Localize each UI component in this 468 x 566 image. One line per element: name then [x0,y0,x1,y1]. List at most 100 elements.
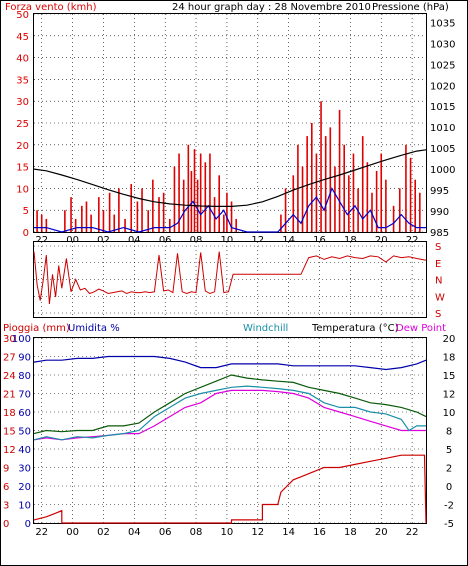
rain-axis-label: Pioggia (mm) [3,323,70,334]
temperature-x-tick-label: 08 [190,527,203,538]
temperature-x-tick-label: 04 [128,527,141,538]
temperature-x-tick-label: 22 [406,527,419,538]
temperature-tick-label: 15 [443,371,456,382]
humidity-tick-label: 100 [12,334,31,345]
pressure-tick-label: 1010 [430,123,455,134]
wind-x-tick-label: 12 [251,235,264,246]
temperature-tick-label: 8 [446,427,452,438]
wind-tick-label: 5 [23,206,29,217]
temperature-tick-label: -5 [444,519,454,530]
direction-tick-label: S [435,242,441,253]
rain-tick-label: 15 [3,427,16,438]
wind-pressure-panel: Forza vento (kmh) 24 hour graph day : 28… [5,2,455,246]
humidity-tick-label: 50 [18,427,31,438]
wind-x-tick-label: 00 [66,235,79,246]
temperature-x-tick-label: 14 [282,527,295,538]
dew-point-line [33,389,426,441]
rain-tick-label: 30 [3,334,16,345]
direction-tick-label: W [435,292,445,303]
temperature-tick-label: 2 [446,464,452,475]
wind-tick-label: 35 [16,75,29,86]
humidity-tick-label: 60 [18,408,31,419]
rain-tick-label: 12 [3,445,16,456]
wind-axis-label: Forza vento (kmh) [5,2,97,13]
wind-y-ticks: 0 5 10 15 20 25 30 35 40 45 50 [16,10,29,239]
pressure-tick-label: 1035 [430,18,455,29]
pressure-axis-label: Pressione (hPa) [372,2,449,13]
humidity-tick-label: 30 [18,464,31,475]
dew-point-legend: Dew Point [396,323,446,334]
rain-tick-label: 21 [3,390,16,401]
wind-tick-label: 50 [16,10,29,21]
humidity-tick-label: 80 [18,371,31,382]
wind-grid [34,13,426,233]
wind-speed-bars [36,101,421,232]
temperature-x-tick-label: 20 [375,527,388,538]
temperature-x-tick-label: 12 [251,527,264,538]
wind-x-tick-label: 06 [159,235,172,246]
pressure-y-ticks: 985 990 995 1000 1005 1010 1015 1020 1025 1030 103… [430,18,455,239]
wind-tick-label: 15 [16,163,29,174]
wind-base-line [34,186,426,233]
wind-tick-label: 10 [16,184,29,195]
rain-tick-label: 27 [3,353,16,364]
wind-x-tick-label: 22 [406,235,419,246]
wind-x-tick-label: 22 [35,235,48,246]
wind-x-tick-label: 16 [313,235,326,246]
humidity-tick-label: 10 [18,501,31,512]
wind-tick-label: 20 [16,141,29,152]
pressure-tick-label: 995 [430,186,449,197]
humidity-tick-label: 90 [18,353,31,364]
temperature-tick-label: 18 [443,353,456,364]
direction-tick-label: S [435,309,441,320]
temperature-tick-label: 10 [443,408,456,419]
temperature-tick-label: 5 [446,445,452,456]
rain-tick-label: 18 [3,408,16,419]
temperature-tick-label: 20 [443,334,456,345]
wind-x-ticks: 22 00 02 04 06 08 10 12 14 16 18 20 22 [35,235,418,246]
pressure-tick-label: 1025 [430,60,455,71]
temperature-x-ticks: 22 00 02 04 06 08 10 12 14 16 18 20 22 [35,527,418,538]
temperature-x-tick-label: 00 [66,527,79,538]
wind-tick-label: 0 [23,228,29,239]
temperature-x-tick-label: 10 [221,527,234,538]
temperature-tick-label: 0 [446,482,452,493]
pressure-tick-label: 985 [430,228,449,239]
humidity-tick-label: 70 [18,390,31,401]
direction-grid [34,242,426,317]
rain-tick-label: 6 [3,482,9,493]
temperature-axis-label: Temperatura (°C) [311,323,399,334]
temperature-x-tick-label: 16 [313,527,326,538]
temperature-x-tick-label: 02 [97,527,110,538]
direction-tick-label: N [435,276,442,287]
rain-tick-label: 0 [3,519,9,530]
wind-x-tick-label: 10 [221,235,234,246]
humidity-tick-label: 40 [18,445,31,456]
wind-direction-line [33,251,427,305]
humidity-y-ticks: 0 10 20 30 40 50 60 70 80 90 100 [12,334,31,530]
rain-y-ticks: 0 3 6 9 12 15 18 21 24 27 30 [3,334,16,530]
humidity-tick-label: 0 [25,519,31,530]
temperature-tick-label: -2 [444,501,454,512]
rain-tick-label: 9 [3,464,9,475]
temperature-x-tick-label: 18 [344,527,357,538]
rain-tick-label: 3 [3,501,9,512]
wind-x-tick-label: 20 [375,235,388,246]
pressure-line [33,149,427,207]
temperature-x-tick-label: 22 [35,527,48,538]
rain-tick-label: 24 [3,371,16,382]
wind-x-tick-label: 14 [282,235,295,246]
graph-title: 24 hour graph day : 28 Novembre 2010 [172,2,371,13]
temperature-x-tick-label: 06 [159,527,172,538]
pressure-tick-label: 1020 [430,81,455,92]
wind-x-tick-label: 02 [97,235,110,246]
wind-tick-label: 45 [16,32,29,43]
direction-tick-label: E [435,259,441,270]
humidity-line [33,355,427,371]
windchill-legend: Windchill [243,323,288,334]
pressure-tick-label: 1005 [430,144,455,155]
rain-line [33,454,427,524]
wind-tick-label: 30 [16,97,29,108]
